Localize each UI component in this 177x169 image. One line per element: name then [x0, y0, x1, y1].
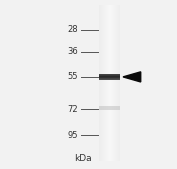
Text: kDa: kDa — [74, 154, 92, 163]
Bar — [99, 106, 120, 110]
Bar — [115, 5, 116, 161]
Bar — [99, 77, 120, 78]
Bar — [109, 5, 110, 161]
Bar — [102, 5, 103, 161]
Bar — [99, 74, 120, 75]
Bar — [119, 5, 120, 161]
Bar — [99, 78, 120, 79]
Polygon shape — [123, 72, 141, 82]
Text: 36: 36 — [67, 47, 78, 56]
Bar — [99, 76, 120, 77]
Bar — [106, 5, 107, 161]
Bar — [105, 5, 106, 161]
Bar — [101, 5, 102, 161]
Bar — [108, 5, 109, 161]
Text: 55: 55 — [67, 72, 78, 81]
Bar — [103, 5, 104, 161]
Text: 28: 28 — [67, 25, 78, 34]
Bar — [113, 5, 114, 161]
Bar — [111, 5, 112, 161]
Bar — [117, 5, 118, 161]
Text: 95: 95 — [67, 131, 78, 140]
Bar — [99, 75, 120, 76]
Bar — [99, 79, 120, 80]
Bar — [104, 5, 105, 161]
Bar — [112, 5, 113, 161]
Bar — [99, 5, 100, 161]
Bar — [100, 5, 101, 161]
Bar — [116, 5, 117, 161]
Bar — [110, 5, 111, 161]
Text: 72: 72 — [67, 104, 78, 114]
Bar — [107, 5, 108, 161]
Bar — [114, 5, 115, 161]
Bar — [118, 5, 119, 161]
